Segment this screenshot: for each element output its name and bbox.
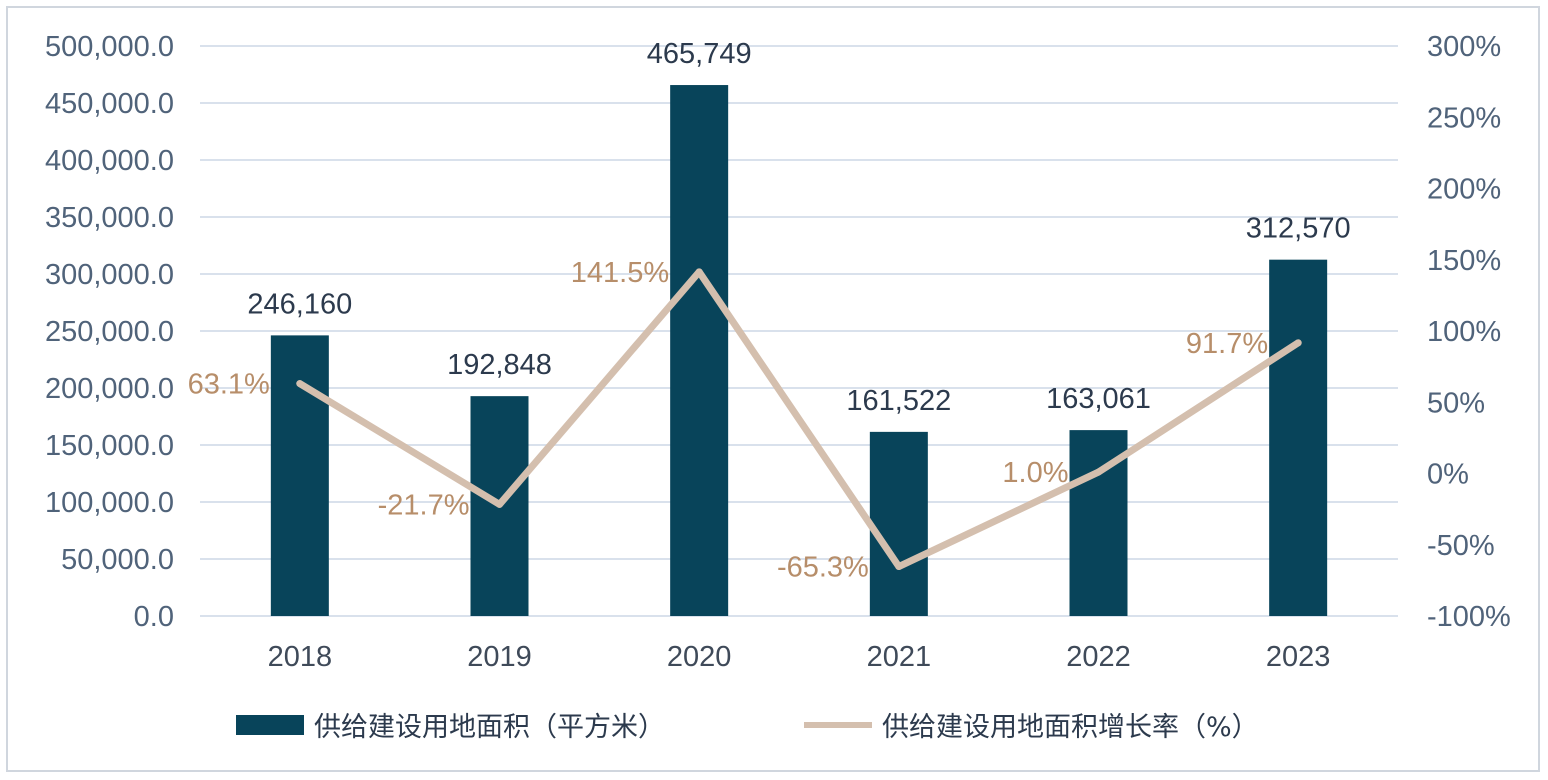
left-axis-tick-label: 500,000.0 — [45, 31, 174, 63]
line-series — [296, 268, 1302, 571]
line-point-2018 — [296, 380, 304, 388]
growth-rate-line — [296, 268, 1302, 571]
right-axis-tick-label: 250% — [1427, 102, 1501, 134]
line-data-label: -21.7% — [378, 489, 470, 521]
right-axis-tick-labels: -100% -50% 0% 50% 100% 150% 200% 250% 300% — [1427, 31, 1511, 633]
x-axis-tick-labels: 2018 2019 2020 2021 2022 2023 — [268, 641, 1331, 673]
bar-2020 — [670, 85, 729, 616]
bar-data-labels: 246,160 192,848 465,749 161,522 163,061 312,5… — [247, 38, 1350, 417]
line-point-2019 — [496, 500, 503, 508]
left-axis-tick-label: 350,000.0 — [45, 202, 174, 234]
right-axis-tick-label: 300% — [1427, 31, 1501, 63]
bar-2021 — [869, 431, 928, 616]
right-axis-tick-label: 200% — [1427, 174, 1501, 206]
x-axis-tick-label: 2022 — [1066, 641, 1131, 673]
legend: 供给建设用地面积（平方米） 供给建设用地面积增长率（%） — [236, 712, 1259, 743]
bar-data-label: 312,570 — [1246, 213, 1351, 245]
bar-data-label: 465,749 — [647, 38, 752, 70]
left-axis-tick-label: 100,000.0 — [45, 487, 174, 519]
left-axis-tick-label: 400,000.0 — [45, 145, 174, 177]
left-axis-tick-label: 200,000.0 — [45, 373, 174, 405]
left-axis-tick-labels: 0.0 50,000.0 100,000.0 150,000.0 200,000.0 25… — [45, 31, 174, 633]
right-axis-tick-label: 50% — [1427, 387, 1485, 419]
line-point-2022 — [1095, 468, 1102, 476]
left-axis-tick-label: 50,000.0 — [61, 544, 174, 576]
line-data-label: 91.7% — [1186, 328, 1268, 360]
left-axis-tick-label: 150,000.0 — [45, 430, 174, 462]
left-axis-tick-label: 0.0 — [134, 601, 174, 633]
left-axis-tick-label: 300,000.0 — [45, 259, 174, 291]
x-axis-tick-label: 2021 — [867, 641, 932, 673]
left-axis-tick-label: 450,000.0 — [45, 88, 174, 120]
bar-2023 — [1269, 259, 1328, 616]
legend-label-line: 供给建设用地面积增长率（%） — [882, 712, 1259, 743]
x-axis-tick-label: 2023 — [1266, 641, 1331, 673]
right-axis-tick-label: -50% — [1427, 530, 1495, 562]
bar-series — [270, 85, 1328, 616]
legend-swatch-bar — [236, 715, 304, 735]
legend-label-bar: 供给建设用地面积（平方米） — [314, 712, 665, 743]
gridlines — [200, 45, 1398, 617]
line-point-2023 — [1294, 339, 1302, 347]
line-point-2020 — [695, 268, 703, 276]
line-data-label: -65.3% — [777, 552, 869, 584]
line-point-2021 — [895, 563, 903, 571]
right-axis-tick-label: 100% — [1427, 316, 1501, 348]
right-axis-tick-label: -100% — [1427, 601, 1511, 633]
line-data-label: 1.0% — [1002, 457, 1068, 489]
line-data-label: 63.1% — [188, 369, 270, 401]
line-data-labels: 63.1% -21.7% 141.5% -65.3% 1.0% 91.7% — [188, 257, 1269, 584]
bar-data-label: 161,522 — [846, 385, 951, 417]
bar-2018 — [270, 335, 329, 616]
bar-data-label: 163,061 — [1046, 383, 1151, 415]
x-axis-tick-label: 2019 — [467, 641, 532, 673]
left-axis-tick-label: 250,000.0 — [45, 316, 174, 348]
bar-data-label: 246,160 — [247, 288, 352, 320]
bar-data-label: 192,848 — [447, 349, 552, 381]
right-axis-tick-label: 0% — [1427, 459, 1469, 491]
x-axis-tick-label: 2020 — [667, 641, 732, 673]
line-data-label: 141.5% — [571, 257, 669, 289]
x-axis-tick-label: 2018 — [268, 641, 333, 673]
right-axis-tick-label: 150% — [1427, 245, 1501, 277]
